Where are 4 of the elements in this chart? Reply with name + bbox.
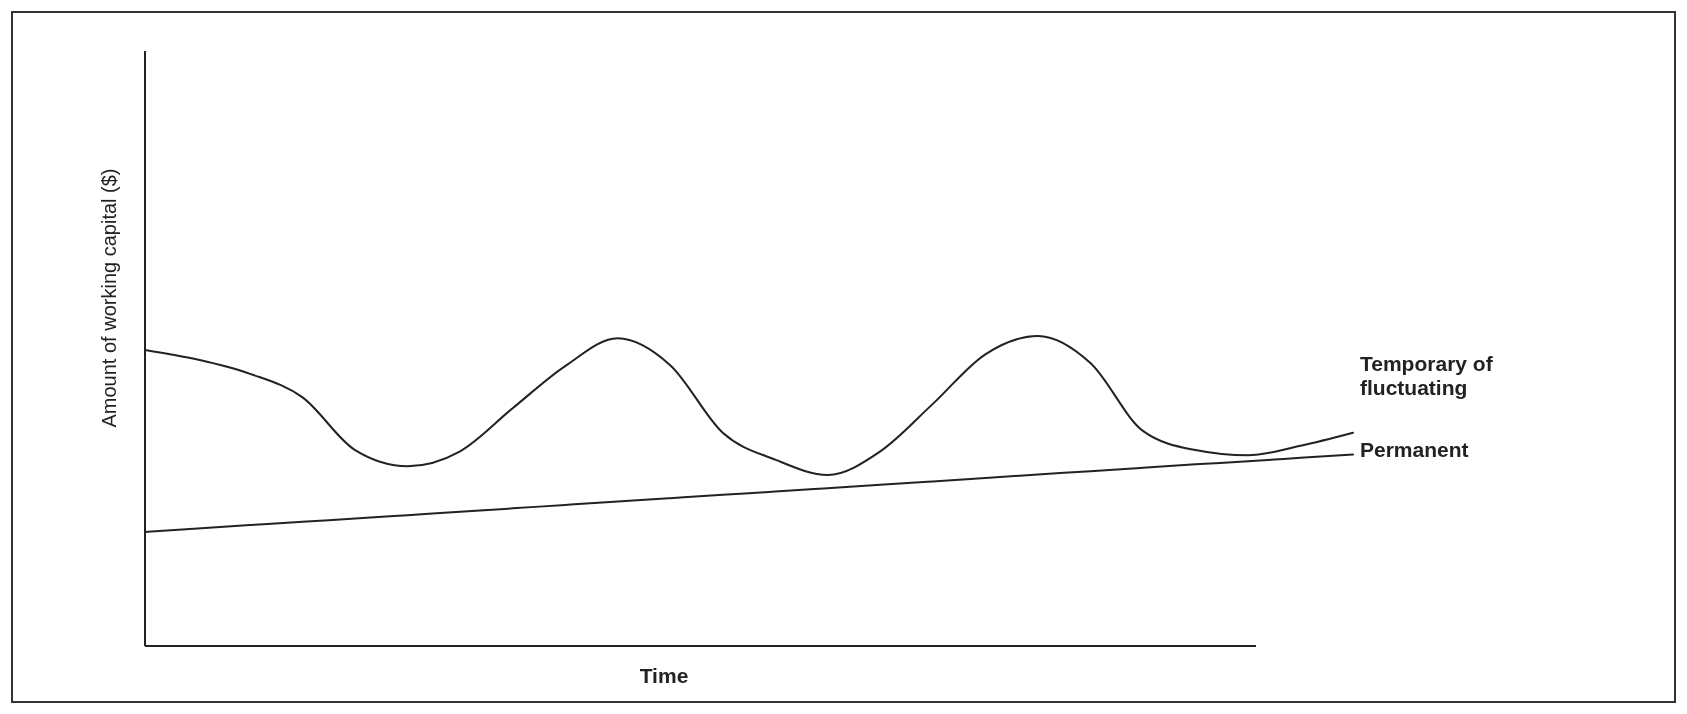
series-label: Temporary of fluctuating <box>1360 352 1494 399</box>
y-axis-title: Amount of working capital ($) <box>98 168 120 428</box>
series-label: Permanent <box>1360 438 1469 461</box>
x-axis-title: Time <box>639 664 689 687</box>
